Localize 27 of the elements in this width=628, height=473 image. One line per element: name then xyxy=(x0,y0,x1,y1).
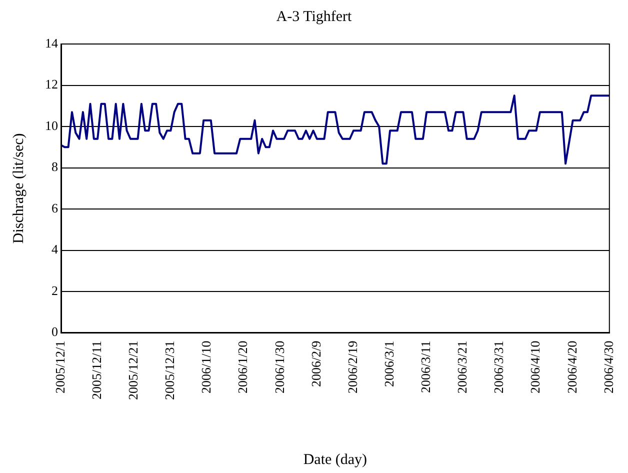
x-tick-label: 2006/4/10 xyxy=(528,340,543,394)
y-tick-label: 8 xyxy=(52,159,58,174)
x-tick-label: 2006/1/20 xyxy=(235,340,250,394)
x-tick-label: 2005/12/11 xyxy=(88,340,104,400)
x-tick-label: 2006/3/11 xyxy=(418,340,434,394)
x-tick-label: 2006/3/31 xyxy=(491,340,506,394)
y-axis-title: Dischrage (lit/sec) xyxy=(10,133,27,244)
x-tick-label: 2006/3/21 xyxy=(454,340,470,394)
x-tick-label: 2006/4/20 xyxy=(564,340,580,394)
x-tick-label: 2005/12/21 xyxy=(126,340,141,400)
y-tick-label: 2 xyxy=(52,282,58,298)
x-tick-label: 2006/1/30 xyxy=(272,340,287,394)
x-tick-label: 2006/3/1 xyxy=(381,340,396,388)
chart-title: A-3 Tighfert xyxy=(276,8,353,25)
y-tick-label: 12 xyxy=(45,76,58,92)
x-tick-label: 2006/2/19 xyxy=(344,340,360,394)
y-tick-label: 14 xyxy=(45,35,58,50)
y-tick-label: 10 xyxy=(45,118,58,133)
y-tick-label: 6 xyxy=(52,200,58,216)
x-tick-label: 2005/12/1 xyxy=(52,340,68,394)
x-tick-label: 2005/12/31 xyxy=(162,340,178,400)
x-tick-label: 2006/1/10 xyxy=(198,340,214,394)
x-tick-label: 2006/2/9 xyxy=(308,340,324,388)
y-tick-label: 4 xyxy=(52,242,58,257)
y-tick-label: 0 xyxy=(52,324,58,340)
x-axis-title: Date (day) xyxy=(303,452,368,468)
x-tick-label: 2006/4/30 xyxy=(600,340,616,394)
